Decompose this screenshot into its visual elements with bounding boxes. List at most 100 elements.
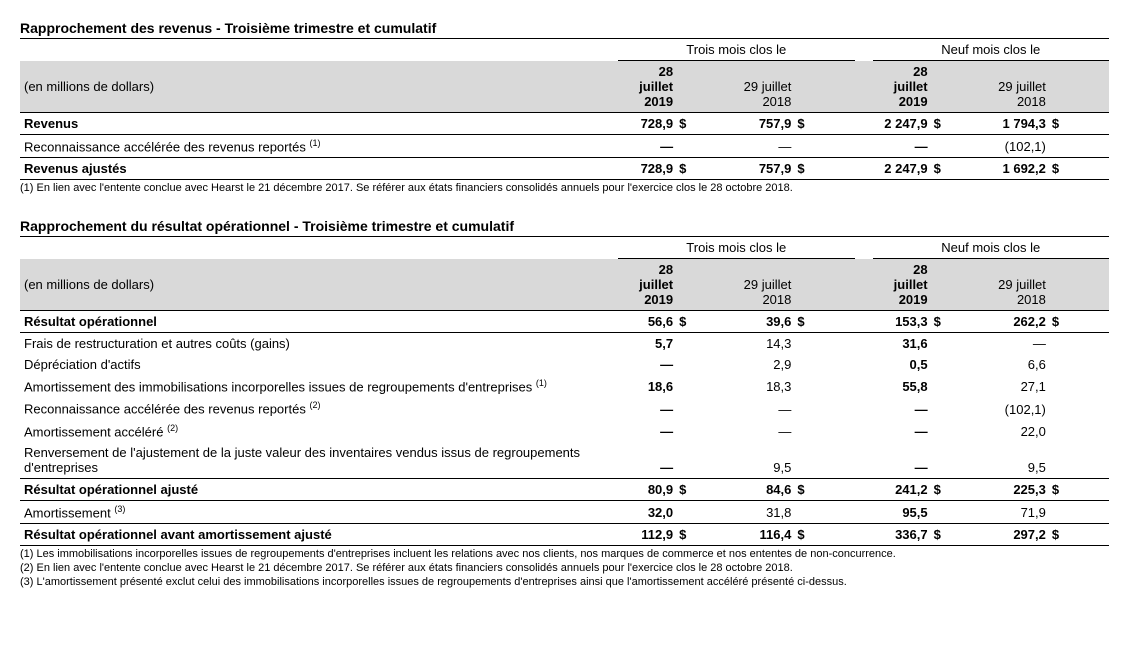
footnote-ref: (2) — [167, 423, 178, 433]
col-header-3: 29 juillet2018 — [991, 259, 1050, 311]
currency-symbol: $ — [677, 113, 736, 135]
row-label: Résultat opérationnel ajusté — [24, 482, 198, 497]
footnote: (1) Les immobilisations incorporelles is… — [20, 548, 1109, 562]
footnote: (2) En lien avec l'entente conclue avec … — [20, 562, 1109, 576]
currency-symbol — [932, 375, 991, 397]
cell-value: — — [873, 420, 932, 442]
row-label: Renversement de l'ajustement de la juste… — [24, 445, 580, 475]
footnote-ref: (1) — [536, 378, 547, 388]
cell-value: 262,2 — [991, 311, 1050, 333]
cell-value: — — [618, 420, 677, 442]
period-header-0: Trois mois clos le — [618, 237, 855, 259]
cell-value: 71,9 — [991, 501, 1050, 524]
currency-symbol: $ — [1050, 113, 1109, 135]
currency-symbol — [1050, 333, 1109, 355]
cell-value: 1 692,2 — [991, 158, 1050, 180]
cell-value: 2,9 — [736, 354, 795, 375]
cell-value: 241,2 — [873, 479, 932, 501]
currency-symbol: $ — [1050, 524, 1109, 546]
col-header-1: 29 juillet2018 — [736, 259, 795, 311]
currency-symbol — [677, 135, 736, 158]
cell-value: 2 247,9 — [873, 113, 932, 135]
table-row: Dépréciation d'actifs—2,90,56,6 — [20, 354, 1109, 375]
table1-section: Rapprochement des revenus - Troisième tr… — [20, 20, 1109, 196]
footnote: (1) En lien avec l'entente conclue avec … — [20, 182, 1109, 196]
table2-title: Rapprochement du résultat opérationnel -… — [20, 218, 1109, 237]
cell-value: 32,0 — [618, 501, 677, 524]
currency-symbol: $ — [1050, 479, 1109, 501]
units-label: (en millions de dollars) — [20, 61, 618, 113]
table-row: Amortissement accéléré (2)———22,0 — [20, 420, 1109, 442]
currency-symbol: $ — [677, 524, 736, 546]
cell-value: 728,9 — [618, 113, 677, 135]
table-row: Revenus728,9$757,9$2 247,9$1 794,3$ — [20, 113, 1109, 135]
currency-symbol: $ — [795, 158, 854, 180]
row-label: Résultat opérationnel — [24, 314, 157, 329]
currency-symbol — [795, 501, 854, 524]
currency-symbol: $ — [677, 479, 736, 501]
currency-symbol: $ — [1050, 311, 1109, 333]
table-row: Résultat opérationnel56,6$39,6$153,3$262… — [20, 311, 1109, 333]
currency-symbol — [677, 420, 736, 442]
cell-value: — — [618, 354, 677, 375]
cell-value: — — [873, 397, 932, 419]
cell-value: 757,9 — [736, 113, 795, 135]
cell-value: 116,4 — [736, 524, 795, 546]
currency-symbol: $ — [677, 311, 736, 333]
cell-value: — — [618, 397, 677, 419]
period-header-1: Neuf mois clos le — [873, 39, 1110, 61]
table1-title: Rapprochement des revenus - Troisième tr… — [20, 20, 1109, 39]
cell-value: 757,9 — [736, 158, 795, 180]
currency-symbol — [1050, 375, 1109, 397]
currency-symbol: $ — [1050, 158, 1109, 180]
cell-value: — — [873, 135, 932, 158]
cell-value: 0,5 — [873, 354, 932, 375]
cell-value: 728,9 — [618, 158, 677, 180]
row-label: Reconnaissance accélérée des revenus rep… — [24, 402, 306, 417]
currency-symbol — [932, 135, 991, 158]
footnote-ref: (3) — [114, 504, 125, 514]
currency-symbol — [1050, 354, 1109, 375]
table-row: Reconnaissance accélérée des revenus rep… — [20, 135, 1109, 158]
table-row: Revenus ajustés728,9$757,9$2 247,9$1 692… — [20, 158, 1109, 180]
cell-value: 18,3 — [736, 375, 795, 397]
cell-value: 225,3 — [991, 479, 1050, 501]
currency-symbol — [932, 501, 991, 524]
cell-value: 1 794,3 — [991, 113, 1050, 135]
table-row: Amortissement des immobilisations incorp… — [20, 375, 1109, 397]
currency-symbol — [932, 397, 991, 419]
cell-value: — — [618, 442, 677, 479]
row-label: Dépréciation d'actifs — [24, 357, 141, 372]
currency-symbol — [1050, 135, 1109, 158]
currency-symbol — [932, 442, 991, 479]
currency-symbol: $ — [677, 158, 736, 180]
table-row: Résultat opérationnel ajusté80,9$84,6$24… — [20, 479, 1109, 501]
cell-value: 9,5 — [736, 442, 795, 479]
cell-value: 31,8 — [736, 501, 795, 524]
cell-value: 297,2 — [991, 524, 1050, 546]
currency-symbol — [795, 420, 854, 442]
currency-symbol — [677, 375, 736, 397]
table1-table: Trois mois clos leNeuf mois clos le(en m… — [20, 39, 1109, 180]
cell-value: 84,6 — [736, 479, 795, 501]
currency-symbol — [795, 375, 854, 397]
table-row: Résultat opérationnel avant amortissemen… — [20, 524, 1109, 546]
col-header-0: 28 juillet2019 — [618, 61, 677, 113]
cell-value: 2 247,9 — [873, 158, 932, 180]
currency-symbol — [795, 354, 854, 375]
col-header-1: 29 juillet2018 — [736, 61, 795, 113]
currency-symbol — [1050, 442, 1109, 479]
footnote-ref: (2) — [309, 400, 320, 410]
cell-value: — — [736, 135, 795, 158]
cell-value: — — [736, 420, 795, 442]
table2-footnotes: (1) Les immobilisations incorporelles is… — [20, 548, 1109, 589]
currency-symbol: $ — [932, 311, 991, 333]
period-header-1: Neuf mois clos le — [873, 237, 1110, 259]
currency-symbol — [677, 333, 736, 355]
row-label: Frais de restructuration et autres coûts… — [24, 336, 290, 351]
row-label: Reconnaissance accélérée des revenus rep… — [24, 139, 306, 154]
cell-value: — — [736, 397, 795, 419]
row-label: Revenus — [24, 116, 78, 131]
row-label: Amortissement des immobilisations incorp… — [24, 379, 532, 394]
cell-value: 5,7 — [618, 333, 677, 355]
